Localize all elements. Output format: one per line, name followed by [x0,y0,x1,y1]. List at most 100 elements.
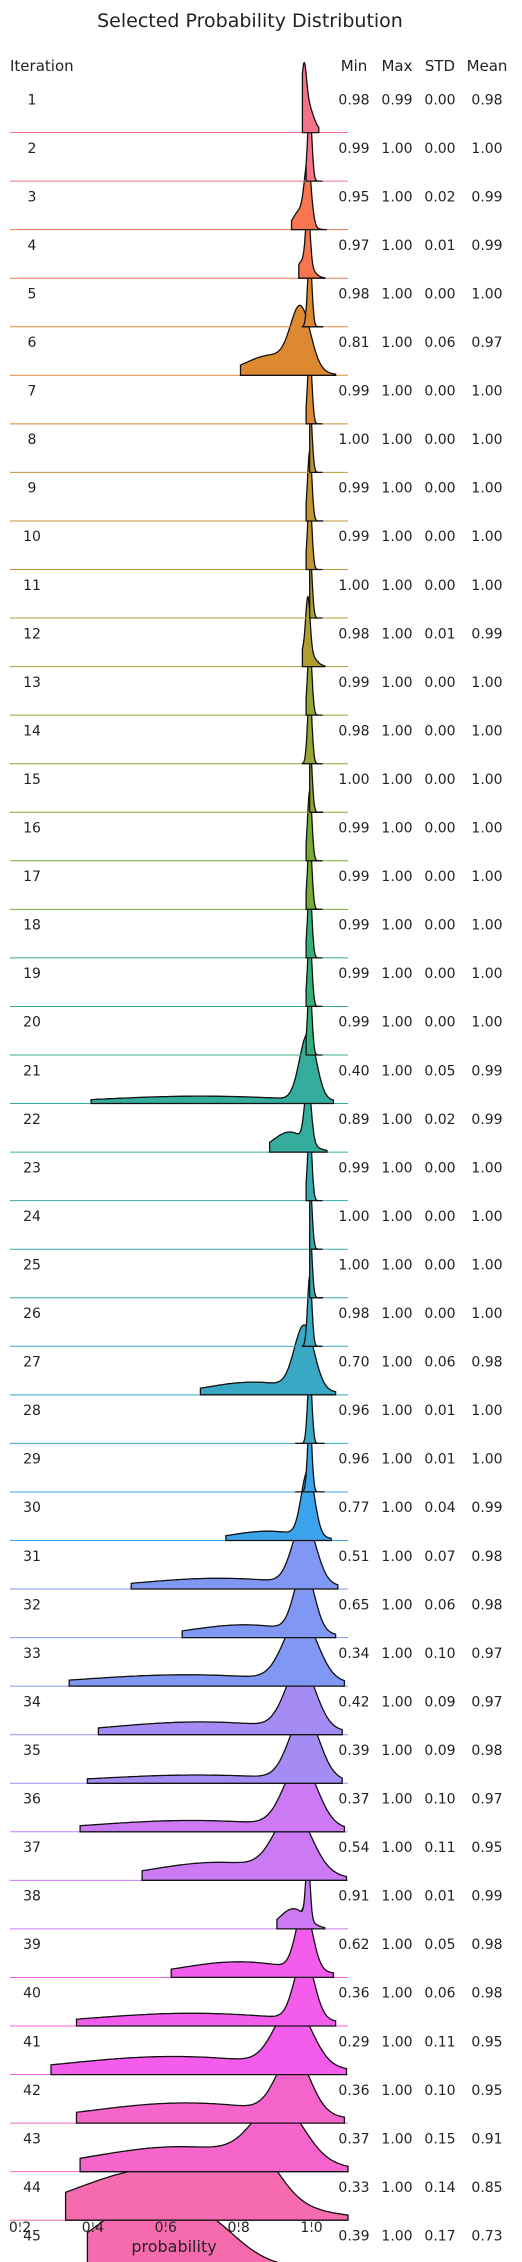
std-value-11: 0.00 [424,578,455,594]
iteration-label-34: 34 [23,1694,41,1710]
max-value-44: 1.00 [381,2180,412,2196]
mean-value-15: 1.00 [471,772,502,788]
max-value-36: 1.00 [381,1792,412,1808]
min-value-1: 0.98 [338,92,369,108]
max-value-43: 1.00 [381,2131,412,2147]
iteration-label-5: 5 [28,286,37,302]
iteration-label-40: 40 [23,1986,41,2002]
iteration-label-21: 21 [23,1063,41,1079]
min-value-45: 0.39 [338,2228,369,2244]
std-value-32: 0.06 [424,1597,455,1613]
ridge-8 [309,401,323,474]
min-value-40: 0.36 [338,1986,369,2002]
iteration-label-13: 13 [23,675,41,691]
ridge-22 [268,1080,328,1153]
std-value-20: 0.00 [424,1015,455,1031]
min-value-43: 0.37 [338,2131,369,2147]
iteration-label-1: 1 [28,92,37,108]
iteration-label-42: 42 [23,2083,41,2099]
iteration-label-41: 41 [23,2034,41,2050]
header-mean: Mean [467,57,508,75]
iteration-label-15: 15 [23,772,41,788]
max-value-7: 1.00 [381,384,412,400]
max-value-38: 1.00 [381,1889,412,1905]
ridge-4 [298,207,326,279]
std-value-26: 0.00 [424,1306,455,1322]
iteration-label-39: 39 [23,1937,41,1953]
std-value-14: 0.00 [424,723,455,739]
max-value-3: 1.00 [381,189,412,205]
mean-value-27: 0.98 [471,1355,502,1371]
std-value-30: 0.04 [424,1500,455,1516]
mean-value-23: 1.00 [471,1160,502,1176]
x-tick-label-1.0: 1.0 [300,2220,322,2236]
mean-value-39: 0.98 [471,1937,502,1953]
std-value-36: 0.10 [424,1792,455,1808]
std-value-2: 0.00 [424,141,455,157]
iteration-label-3: 3 [28,189,37,205]
std-value-12: 0.01 [424,626,455,642]
min-value-22: 0.89 [338,1112,369,1128]
iteration-label-45: 45 [23,2228,41,2244]
mean-value-4: 0.99 [471,238,502,254]
iteration-label-8: 8 [28,432,37,448]
std-value-9: 0.00 [424,481,455,497]
header-std: STD [425,57,455,75]
std-value-7: 0.00 [424,384,455,400]
max-value-16: 1.00 [381,821,412,837]
mean-value-34: 0.97 [471,1694,502,1710]
min-value-37: 0.54 [338,1840,369,1856]
max-value-30: 1.00 [381,1500,412,1516]
min-value-38: 0.91 [338,1889,369,1905]
ridge-24 [309,1178,323,1250]
std-value-38: 0.01 [424,1889,455,1905]
mean-value-3: 0.99 [471,189,502,205]
iteration-label-22: 22 [23,1112,41,1128]
max-value-40: 1.00 [381,1986,412,2002]
iteration-label-11: 11 [23,578,41,594]
min-value-41: 0.29 [338,2034,369,2050]
ridge-38 [276,1857,326,1930]
mean-value-10: 1.00 [471,529,502,545]
mean-value-37: 0.95 [471,1840,502,1856]
ridge-11 [309,546,323,619]
min-value-20: 0.99 [338,1015,369,1031]
mean-value-44: 0.85 [471,2180,502,2196]
mean-value-7: 1.00 [471,384,502,400]
mean-value-12: 0.99 [471,626,502,642]
min-value-36: 0.37 [338,1792,369,1808]
std-value-29: 0.01 [424,1452,455,1468]
std-value-33: 0.10 [424,1646,455,1662]
mean-value-40: 0.98 [471,1986,502,2002]
ridge-27 [199,1324,337,1396]
iteration-label-28: 28 [23,1403,41,1419]
min-value-8: 1.00 [338,432,369,448]
std-value-6: 0.06 [424,335,455,351]
max-value-37: 1.00 [381,1840,412,1856]
max-value-42: 1.00 [381,2083,412,2099]
ridge-12 [301,595,326,668]
mean-value-38: 0.99 [471,1889,502,1905]
x-tick-label-0.4: 0.4 [82,2220,104,2236]
min-value-42: 0.36 [338,2083,369,2099]
max-value-14: 1.00 [381,723,412,739]
mean-value-18: 1.00 [471,918,502,934]
max-value-23: 1.00 [381,1160,412,1176]
max-value-5: 1.00 [381,286,412,302]
min-value-14: 0.98 [338,723,369,739]
iteration-label-35: 35 [23,1743,41,1759]
mean-value-9: 1.00 [471,481,502,497]
max-value-17: 1.00 [381,869,412,885]
max-value-34: 1.00 [381,1694,412,1710]
std-value-18: 0.00 [424,918,455,934]
mean-value-29: 1.00 [471,1452,502,1468]
std-value-10: 0.00 [424,529,455,545]
min-value-30: 0.77 [338,1500,369,1516]
min-value-34: 0.42 [338,1694,369,1710]
max-value-15: 1.00 [381,772,412,788]
max-value-11: 1.00 [381,578,412,594]
iteration-label-26: 26 [23,1306,41,1322]
min-value-18: 0.99 [338,918,369,934]
mean-value-26: 1.00 [471,1306,502,1322]
